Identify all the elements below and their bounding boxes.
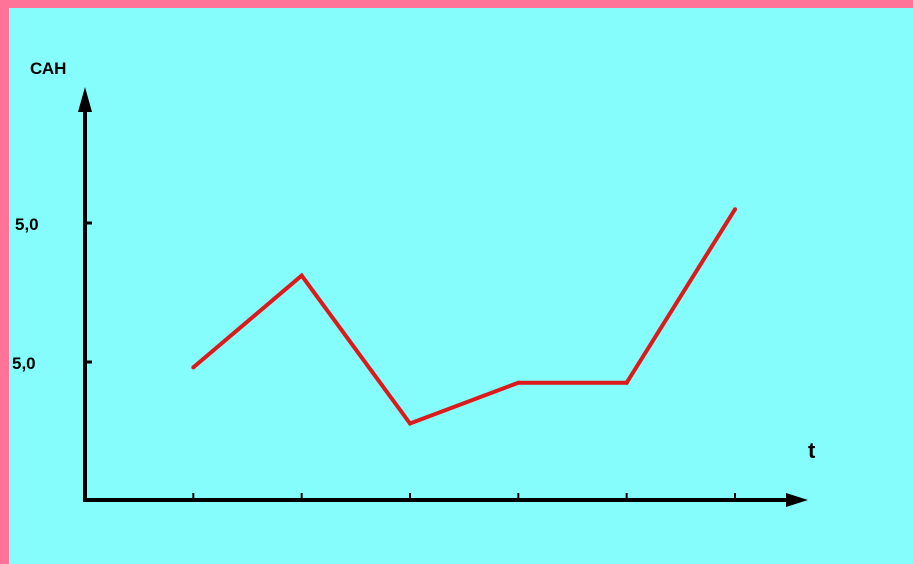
y-axis-label: САН [30, 59, 66, 78]
y-tick-label-2: 5,0 [12, 354, 36, 373]
x-axis-arrow [786, 493, 808, 507]
y-tick-label-1: 5,0 [15, 215, 39, 234]
data-point-3 [408, 421, 412, 426]
series-line-1 [192, 208, 737, 426]
data-point-4 [516, 380, 521, 385]
x-axis-label: t [808, 438, 816, 463]
chart-background [9, 8, 913, 564]
data-point-1 [191, 365, 196, 370]
y-axis-arrow [78, 87, 92, 112]
data-point-2 [299, 273, 304, 278]
data-point-5 [624, 380, 629, 385]
data-point-6 [733, 207, 737, 212]
